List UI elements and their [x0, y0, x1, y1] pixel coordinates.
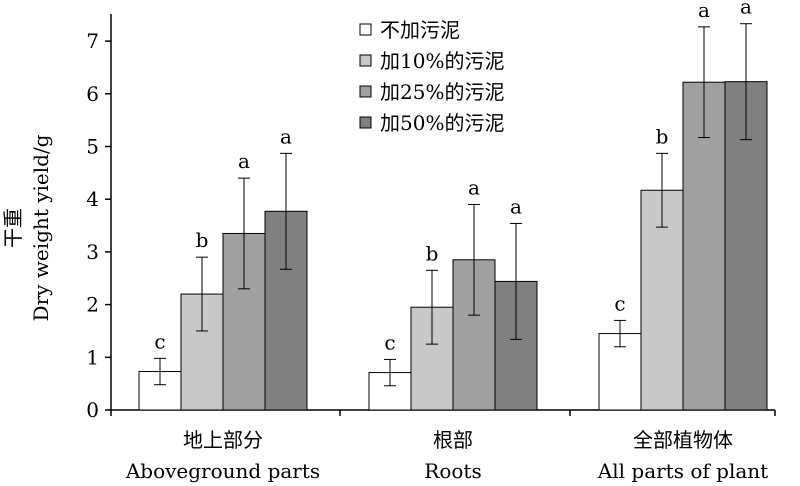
legend-label: 加10%的污泥 — [380, 49, 504, 73]
y-tick-label: 4 — [86, 187, 99, 211]
category-label-cn: 根部 — [433, 428, 473, 452]
y-tick-label: 2 — [86, 293, 99, 317]
plot-area: 0 1 2 3 4 5 6 7 c b a a 地上部分 Aboveground parts c b a a 根部 R… — [86, 0, 776, 483]
y-tick-label: 7 — [86, 29, 99, 53]
significance-letter: c — [154, 329, 165, 353]
significance-letter: a — [740, 0, 752, 19]
legend-swatch — [359, 23, 372, 36]
significance-letter: a — [468, 175, 480, 199]
legend-swatch — [359, 85, 372, 98]
y-tick-label: 0 — [86, 398, 99, 422]
category-label-en: All parts of plant — [597, 459, 768, 483]
y-axis-label-en: Dry weight yield/g — [29, 134, 53, 321]
y-tick-label: 3 — [86, 240, 99, 264]
legend-swatch — [359, 54, 372, 67]
significance-letter: c — [384, 330, 395, 354]
y-axis-label-cn: 干重 — [1, 208, 25, 248]
legend-swatch — [359, 116, 372, 129]
significance-letter: b — [656, 124, 669, 148]
y-tick-label: 6 — [86, 82, 99, 106]
significance-letter: a — [238, 149, 250, 173]
y-tick-label: 1 — [86, 345, 99, 369]
legend-label: 不加污泥 — [380, 18, 460, 42]
significance-letter: b — [196, 228, 209, 252]
significance-letter: a — [698, 0, 710, 22]
significance-letter: b — [426, 241, 439, 265]
y-tick-label: 5 — [86, 135, 99, 159]
category-label-cn: 地上部分 — [183, 428, 263, 452]
legend-label: 加25%的污泥 — [380, 80, 504, 104]
significance-letter: a — [510, 194, 522, 218]
category-label-cn: 全部植物体 — [633, 428, 733, 452]
category-label-en: Roots — [424, 459, 481, 483]
legend-label: 加50%的污泥 — [380, 111, 504, 135]
category-label-en: Aboveground parts — [125, 459, 320, 483]
y-axis-label: 干重 Dry weight yield/g — [1, 134, 53, 321]
significance-letter: c — [614, 291, 625, 315]
significance-letter: a — [280, 124, 292, 148]
